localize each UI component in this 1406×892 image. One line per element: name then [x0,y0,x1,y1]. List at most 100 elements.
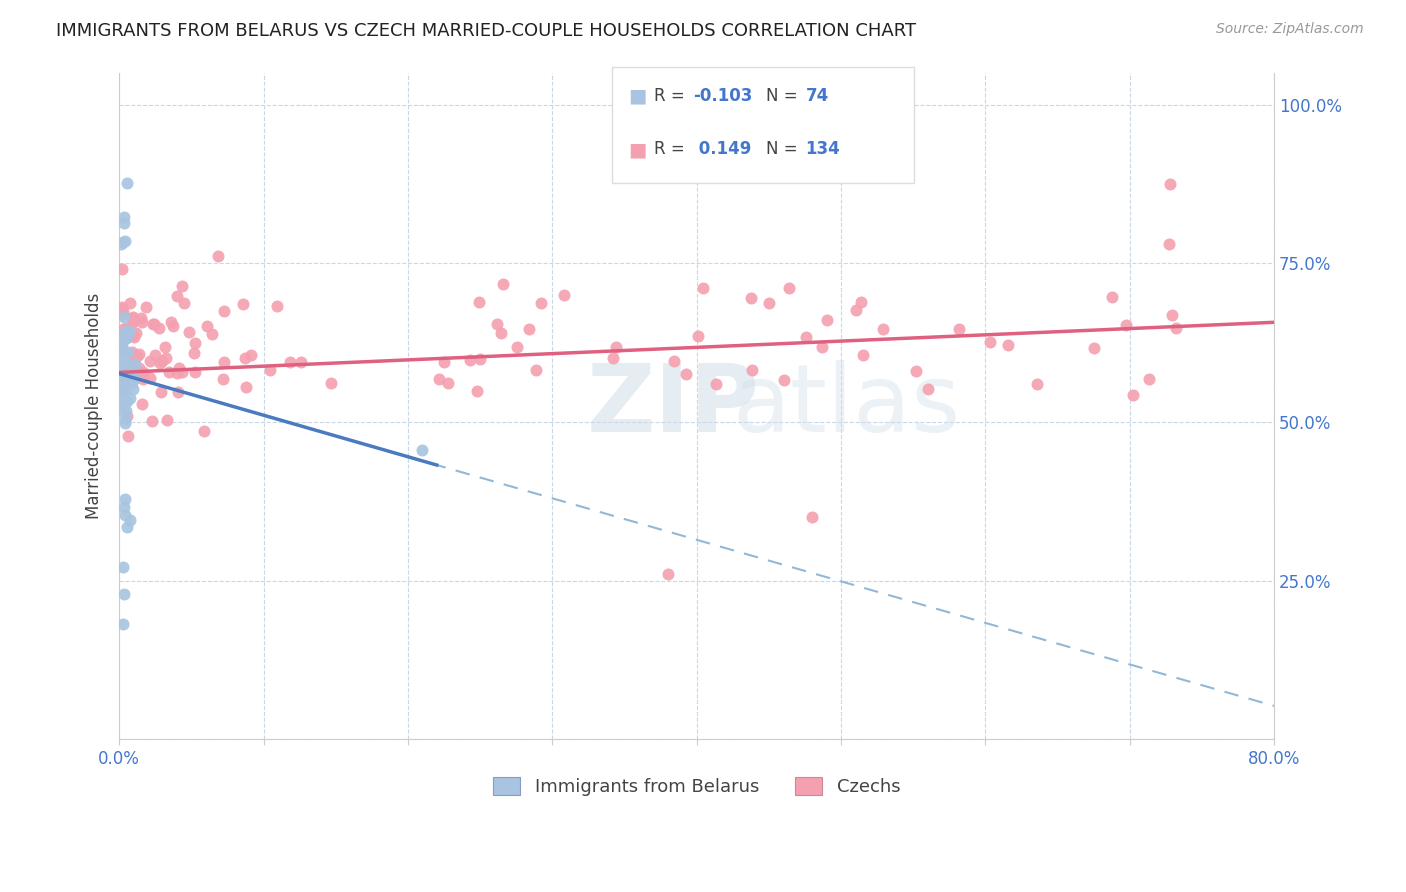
Point [114,216,136,230]
Point [112,500,135,515]
Point [692,281,714,295]
Point [468,295,491,310]
Point [115,331,138,345]
Point [212,372,235,386]
Point [657,567,679,582]
Point [110,369,132,384]
Point [114,359,136,373]
Point [997,337,1019,351]
Text: 0.149: 0.149 [693,140,752,158]
Text: N =: N = [766,87,803,104]
Point [686,329,709,343]
Point [112,587,135,601]
Point [778,280,800,294]
Point [115,327,138,342]
Point [845,302,868,317]
Point [114,412,136,426]
Point [143,317,166,331]
Point [150,354,173,368]
Point [433,355,456,369]
Point [1160,308,1182,322]
Point [114,508,136,522]
Point [110,329,132,343]
Point [114,365,136,379]
Point [1083,341,1105,355]
Point [184,336,207,351]
Point [201,327,224,342]
Point [111,353,134,368]
Point [124,358,146,372]
Point [153,340,176,354]
Point [118,391,141,405]
Point [662,354,685,368]
Point [758,296,780,310]
Point [139,353,162,368]
Point [1159,237,1181,252]
Point [239,348,262,362]
Point [1137,371,1160,385]
Point [112,357,135,371]
Point [115,520,138,534]
Point [111,328,134,343]
Point [1122,388,1144,402]
Point [166,366,188,380]
Point [115,404,138,418]
Point [135,300,157,314]
Point [132,372,155,386]
Point [1115,318,1137,332]
Point [491,326,513,340]
Point [111,261,134,276]
Point [111,351,134,365]
Point [111,382,134,396]
Text: R =: R = [654,87,690,104]
Point [118,375,141,389]
Point [110,350,132,364]
Point [112,398,135,412]
Point [872,322,894,336]
Point [162,319,184,334]
Point [112,304,135,318]
Point [110,236,132,251]
Point [120,368,142,382]
Point [112,210,135,224]
Point [122,313,145,327]
Point [120,512,142,526]
Point [524,363,547,377]
Text: 134: 134 [806,140,841,158]
Point [111,300,134,314]
Point [485,317,508,331]
Point [212,303,235,318]
Point [124,326,146,340]
Point [184,365,207,379]
Point [150,384,173,399]
Point [948,322,970,336]
Point [741,363,763,377]
Point [142,317,165,331]
Point [128,347,150,361]
Point [411,443,433,458]
Point [118,324,141,338]
Text: N =: N = [766,140,803,158]
Point [437,376,460,390]
Point [815,313,838,327]
Point [159,365,181,379]
Point [235,380,257,394]
Point [111,559,134,574]
Point [111,302,134,317]
Point [112,384,135,399]
Text: atlas: atlas [733,360,960,452]
Point [110,389,132,403]
Point [266,300,288,314]
Text: Source: ZipAtlas.com: Source: ZipAtlas.com [1216,22,1364,37]
Point [122,351,145,366]
Point [166,385,188,400]
Point [468,351,491,366]
Point [122,310,145,325]
Point [160,315,183,329]
Point [1159,177,1181,191]
Point [122,330,145,344]
Point [172,278,194,293]
Point [553,287,575,301]
Point [530,295,553,310]
Point [177,325,200,339]
